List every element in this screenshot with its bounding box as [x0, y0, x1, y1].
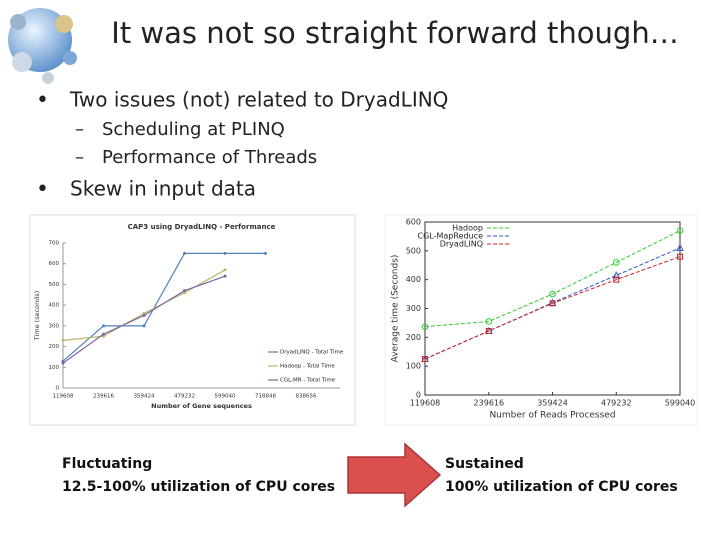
bullet-marker: •: [36, 177, 49, 202]
chart-title: CAP3 using DryadLINQ - Performance: [128, 223, 276, 231]
x-tick-label: 479232: [174, 394, 195, 400]
legend-label: DryadLINQ: [440, 240, 483, 249]
legend-label: Hadoop: [452, 224, 483, 233]
chart: 0 100 200 300 400 500 600 119608 239616 359424 479…: [391, 218, 696, 421]
sub-bullet-marker: –: [75, 147, 84, 168]
x-tick-label: 119608: [410, 399, 441, 408]
data-point: [142, 324, 146, 328]
x-tick-label: 599040: [215, 394, 236, 400]
y-tick-label: 100: [406, 362, 421, 371]
x-tick-label: 718848: [255, 394, 276, 400]
bullet-text: Two issues (not) related to DryadLINQ: [69, 88, 448, 112]
data-point: [61, 338, 65, 342]
legend-label: CGL-MapReduce: [418, 232, 484, 241]
y-tick-label: 500: [406, 246, 421, 255]
data-point: [485, 318, 493, 325]
series-line: [424, 230, 681, 328]
data-point: [485, 327, 492, 334]
sub-bullet-text: Performance of Threads: [102, 147, 317, 168]
data-point: [612, 271, 621, 279]
data-point: [223, 251, 227, 255]
series-line: [424, 256, 681, 360]
y-tick-label: 400: [406, 275, 421, 284]
data-point: [422, 355, 428, 362]
x-tick-label: 119608: [53, 394, 74, 400]
chart: CAP3 using DryadLINQ - Performance 0 100 20…: [33, 223, 344, 410]
x-tick-label: 838656: [296, 394, 317, 400]
y-tick-label: 0: [56, 386, 60, 392]
y-axis-label: Average time (Seconds): [391, 255, 401, 363]
y-tick-label: 700: [49, 241, 60, 247]
y-tick-label: 500: [49, 282, 60, 288]
data-point: [223, 268, 227, 272]
legend-label: DryadLINQ - Total Time: [280, 350, 344, 356]
data-point: [142, 314, 146, 317]
sub-bullet-marker: –: [75, 119, 84, 140]
x-axis-label: Number of Gene sequences: [151, 402, 252, 410]
y-axis-label: Time (seconds): [33, 291, 41, 342]
legend-label: CGL-MR - Total Time: [280, 378, 336, 384]
sub-bullet-text: Scheduling at PLINQ: [102, 119, 285, 140]
series-line: [424, 247, 681, 360]
data-point: [102, 332, 105, 336]
data-point: [183, 289, 186, 293]
y-tick-label: 200: [406, 333, 421, 342]
data-point: [421, 323, 429, 330]
series-line: [62, 252, 266, 362]
x-tick-label: 239616: [474, 399, 505, 408]
data-point: [183, 291, 186, 295]
y-tick-label: 300: [406, 304, 421, 313]
chart-frame: [384, 214, 698, 426]
data-point: [102, 334, 105, 338]
x-tick-label: 359424: [537, 399, 568, 408]
y-tick-label: 0: [416, 391, 421, 400]
y-tick-label: 600: [49, 261, 60, 267]
caption: Fluctuating: [62, 456, 152, 472]
x-tick-label: 479232: [601, 399, 632, 408]
data-point: [677, 253, 683, 260]
bullet-marker: •: [36, 88, 49, 113]
x-tick-label: 359424: [134, 394, 155, 400]
legend-label: Hadoop - Total Time: [280, 364, 335, 370]
data-point: [549, 290, 556, 298]
bullet-text: Skew in input data: [70, 177, 256, 201]
chart-frame: [29, 214, 356, 426]
y-tick-label: 200: [49, 344, 60, 350]
data-point: [676, 227, 684, 234]
data-point: [102, 324, 105, 328]
data-point: [676, 243, 684, 251]
caption: 100% utilization of CPU cores: [445, 479, 678, 495]
data-point: [613, 276, 620, 283]
data-point: [264, 251, 267, 255]
caption: Sustained: [445, 456, 524, 472]
data-point: [223, 274, 227, 278]
data-point: [142, 311, 146, 315]
x-tick-label: 239616: [93, 394, 114, 400]
y-tick-label: 300: [49, 323, 60, 329]
y-tick-label: 400: [49, 303, 60, 309]
x-tick-label: 599040: [665, 399, 696, 408]
caption: 12.5-100% utilization of CPU cores: [62, 479, 335, 495]
y-tick-label: 600: [406, 218, 421, 227]
data-point: [183, 251, 186, 255]
data-point: [549, 300, 556, 307]
arrow: [347, 442, 442, 508]
y-tick-label: 100: [49, 365, 60, 371]
logo-decoration: [8, 8, 77, 84]
slide-title: It was not so straight forward though…: [111, 16, 678, 50]
x-axis-label: Number of Reads Processed: [489, 411, 615, 421]
data-point: [61, 361, 65, 365]
data-point: [612, 259, 620, 266]
data-point: [61, 359, 65, 363]
